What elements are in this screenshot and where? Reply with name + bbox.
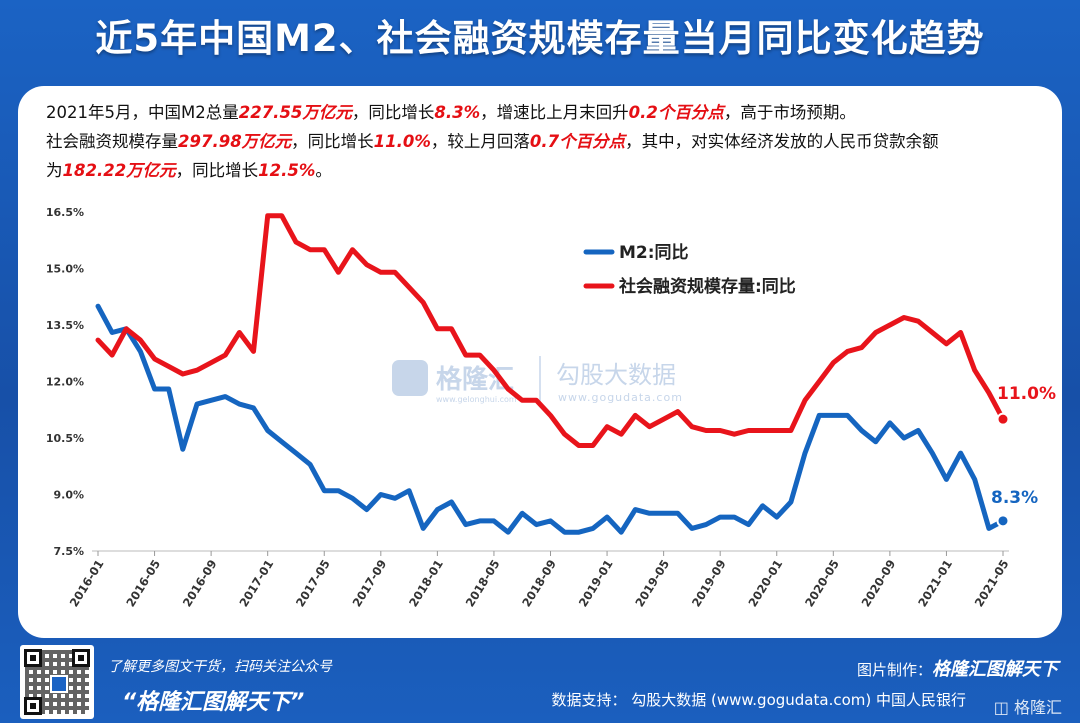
corner-logo-icon: ◫ bbox=[993, 698, 1009, 717]
intro-highlight: 12.5% bbox=[258, 161, 316, 180]
intro-line-1: 2021年5月，中国M2总量227.55万亿元，同比增长8.3%，增速比上月末回… bbox=[46, 98, 1056, 127]
footer-maker: 图片制作：格隆汇图解天下 bbox=[551, 655, 1058, 685]
intro-text-segment: ，同比增长 bbox=[175, 161, 259, 180]
watermark-logo-icon bbox=[392, 360, 428, 396]
intro-text-segment: 为 bbox=[46, 161, 63, 180]
watermark-site-url: www.gogudata.com bbox=[558, 391, 683, 404]
qr-logo-icon bbox=[50, 675, 68, 693]
corner-logo-text: 格隆汇 bbox=[1013, 698, 1062, 717]
x-tick-label: 2017-09 bbox=[350, 557, 390, 609]
intro-highlight: 8.3% bbox=[434, 103, 481, 122]
intro-highlight: 182.22万亿元 bbox=[62, 161, 176, 180]
social-financing-series-line bbox=[95, 213, 1006, 448]
y-tick-label: 15.0% bbox=[46, 263, 84, 276]
x-tick-label: 2021-05 bbox=[972, 557, 1012, 609]
x-tick-label: 2019-09 bbox=[689, 557, 729, 609]
x-tick-label: 2018-09 bbox=[519, 557, 559, 609]
intro-highlight: 11.0% bbox=[373, 132, 431, 151]
x-tick-label: 2017-05 bbox=[293, 557, 333, 609]
x-tick-label: 2016-05 bbox=[123, 557, 163, 609]
footer-brand: “格隆汇图解天下” bbox=[122, 690, 305, 715]
qr-finder-pattern bbox=[24, 649, 42, 667]
qr-finder-pattern bbox=[24, 697, 42, 715]
x-tick-label: 2019-01 bbox=[576, 557, 616, 609]
intro-text-segment: ，较上月回落 bbox=[430, 132, 530, 151]
social-financing-end-label: 11.0% bbox=[997, 384, 1056, 404]
x-tick-label: 2018-05 bbox=[463, 557, 503, 609]
watermark-brand-url: www.gelonghui.com bbox=[436, 395, 517, 404]
intro-line-3: 为182.22万亿元，同比增长12.5%。 bbox=[46, 156, 1056, 185]
corner-logo: ◫ 格隆汇 bbox=[994, 694, 1062, 718]
x-tick-label: 2019-05 bbox=[632, 557, 672, 609]
x-tick-label: 2017-01 bbox=[236, 557, 276, 609]
page-title: 近5年中国M2、社会融资规模存量当月同比变化趋势 bbox=[95, 17, 985, 60]
y-tick-label: 16.5% bbox=[46, 206, 84, 219]
y-tick-label: 10.5% bbox=[46, 432, 84, 445]
footer-right: 图片制作：格隆汇图解天下 数据支持： 勾股大数据 (www.gogudata.c… bbox=[551, 655, 1058, 715]
x-tick-label: 2016-09 bbox=[180, 557, 220, 609]
qr-finder-pattern bbox=[72, 649, 90, 667]
footer-left: 了解更多图文干货，扫码关注公众号 “格隆汇图解天下” bbox=[108, 656, 332, 716]
x-tick-label: 2020-05 bbox=[802, 557, 842, 609]
intro-line-2: 社会融资规模存量297.98万亿元，同比增长11.0%，较上月回落0.7个百分点… bbox=[46, 127, 1056, 156]
intro-highlight: 0.7个百分点 bbox=[529, 132, 626, 151]
legend-social-financing-label: 社会融资规模存量:同比 bbox=[618, 276, 796, 297]
intro-text-segment: ，增速比上月末回升 bbox=[480, 103, 629, 122]
intro-text-segment: ，其中，对实体经济发放的人民币贷款余额 bbox=[625, 132, 939, 151]
y-tick-label: 9.0% bbox=[53, 489, 84, 502]
footer-note: 了解更多图文干货，扫码关注公众号 bbox=[108, 659, 332, 675]
legend-m2-label: M2:同比 bbox=[619, 242, 689, 263]
m2-end-label: 8.3% bbox=[991, 488, 1038, 508]
intro-text-segment: 。 bbox=[315, 161, 332, 180]
intro-text-segment: 社会融资规模存量 bbox=[46, 132, 178, 151]
footer-maker-label: 图片制作： bbox=[856, 661, 932, 679]
qr-code[interactable] bbox=[20, 645, 94, 719]
m2-end-point bbox=[996, 514, 1010, 528]
x-tick-label: 2021-01 bbox=[915, 557, 955, 609]
x-tick-label: 2020-09 bbox=[859, 557, 899, 609]
social-financing-end-point bbox=[996, 412, 1010, 426]
watermark-site-cn: 勾股大数据 bbox=[556, 361, 676, 389]
x-tick-label: 2016-01 bbox=[67, 557, 107, 609]
intro-highlight: 0.2个百分点 bbox=[628, 103, 724, 122]
y-tick-label: 7.5% bbox=[53, 545, 84, 558]
m2-series-line bbox=[95, 303, 1006, 535]
intro-text: 2021年5月，中国M2总量227.55万亿元，同比增长8.3%，增速比上月末回… bbox=[46, 98, 1056, 185]
footer-source: 数据支持： 勾股大数据 (www.gogudata.com) 中国人民银行 bbox=[551, 691, 966, 709]
x-tick-label: 2018-01 bbox=[406, 557, 446, 609]
intro-text-segment: ，同比增长 bbox=[291, 132, 374, 151]
intro-highlight: 227.55万亿元 bbox=[238, 103, 352, 122]
intro-text-segment: ，高于市场预期。 bbox=[723, 103, 856, 122]
footer-maker-name: 格隆汇图解天下 bbox=[932, 659, 1058, 680]
y-tick-label: 12.0% bbox=[46, 376, 84, 389]
y-tick-label: 13.5% bbox=[46, 319, 84, 332]
intro-text-segment: ，同比增长 bbox=[351, 103, 435, 122]
intro-highlight: 297.98万亿元 bbox=[178, 132, 292, 151]
x-tick-label: 2020-01 bbox=[745, 557, 785, 609]
intro-text-segment: 2021年5月，中国M2总量 bbox=[46, 103, 239, 122]
